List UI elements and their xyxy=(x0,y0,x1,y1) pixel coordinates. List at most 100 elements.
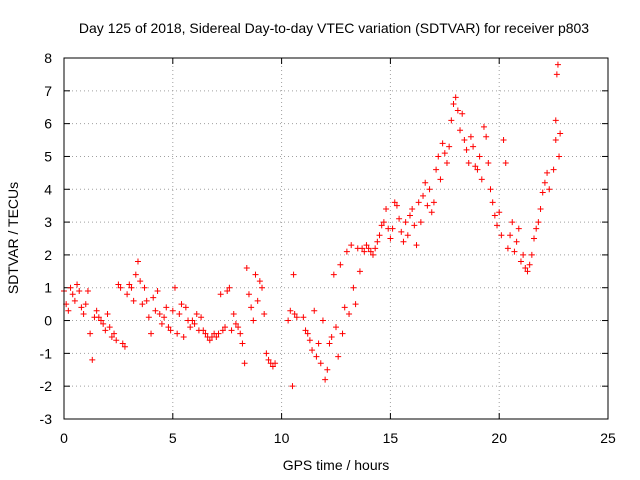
data-point xyxy=(65,307,72,314)
data-point xyxy=(333,324,339,331)
data-point xyxy=(111,330,118,337)
data-point xyxy=(541,179,548,186)
data-point xyxy=(341,304,348,311)
data-point xyxy=(200,327,207,334)
data-point xyxy=(128,284,135,291)
data-point xyxy=(339,330,346,337)
data-point xyxy=(89,356,96,363)
data-point xyxy=(287,307,294,314)
data-point xyxy=(202,330,209,337)
data-point xyxy=(167,327,174,334)
data-point xyxy=(424,202,431,209)
data-point xyxy=(71,297,78,304)
data-point xyxy=(319,317,326,324)
data-point xyxy=(69,291,76,298)
data-point xyxy=(465,160,472,167)
data-point xyxy=(526,261,533,268)
y-tick-label: 1 xyxy=(44,280,52,296)
data-point xyxy=(163,304,170,311)
data-point xyxy=(367,248,374,255)
data-point xyxy=(522,265,529,272)
data-point xyxy=(350,284,357,291)
data-point xyxy=(269,363,276,370)
x-tick-label: 0 xyxy=(60,430,68,446)
data-point xyxy=(372,245,379,252)
data-point xyxy=(119,340,126,347)
data-point xyxy=(504,245,511,252)
data-point xyxy=(169,307,176,314)
data-point xyxy=(478,176,485,183)
data-point xyxy=(108,333,115,340)
data-point xyxy=(115,281,122,288)
data-point xyxy=(411,222,418,229)
data-point xyxy=(182,304,189,311)
data-point xyxy=(378,222,385,229)
data-point xyxy=(463,146,470,153)
data-point xyxy=(228,327,235,334)
data-point xyxy=(398,228,405,235)
y-tick-label: 7 xyxy=(44,83,52,99)
data-point xyxy=(491,212,498,219)
y-axis-label: SDTVAR / TECUs xyxy=(5,182,21,294)
data-point xyxy=(387,235,394,242)
data-point xyxy=(363,242,370,249)
data-point xyxy=(302,327,309,334)
data-point xyxy=(100,320,107,327)
data-point xyxy=(239,340,246,347)
data-point xyxy=(383,205,390,212)
data-point xyxy=(161,314,168,321)
data-point xyxy=(553,71,560,78)
data-point xyxy=(76,288,83,295)
data-point xyxy=(515,225,522,232)
data-point xyxy=(326,340,333,347)
grid xyxy=(64,58,608,419)
data-point xyxy=(552,137,559,144)
data-point xyxy=(448,117,455,124)
data-point xyxy=(356,268,363,275)
data-point xyxy=(137,278,144,285)
data-point xyxy=(539,189,546,196)
data-point xyxy=(537,205,544,212)
chart-title: Day 125 of 2018, Sidereal Day-to-day VTE… xyxy=(79,20,589,36)
data-point xyxy=(150,294,157,301)
data-point xyxy=(550,166,557,173)
data-point xyxy=(132,271,139,278)
y-tick-label: 8 xyxy=(44,50,52,66)
data-point xyxy=(389,225,396,232)
data-point xyxy=(428,209,435,216)
data-point xyxy=(496,209,503,216)
data-point xyxy=(256,278,263,285)
data-point xyxy=(343,248,350,255)
data-point xyxy=(290,271,297,278)
data-point xyxy=(141,284,148,291)
y-tick-label: 3 xyxy=(44,214,52,230)
data-point xyxy=(406,212,413,219)
data-point xyxy=(500,137,507,144)
data-point xyxy=(193,310,200,317)
data-points xyxy=(61,61,564,390)
data-point xyxy=(531,235,538,242)
x-tick-label: 25 xyxy=(600,430,616,446)
data-point xyxy=(304,330,311,337)
data-point xyxy=(487,186,494,193)
data-point xyxy=(485,160,492,167)
data-point xyxy=(409,205,416,212)
data-point xyxy=(259,284,266,291)
data-point xyxy=(365,245,372,252)
data-point xyxy=(361,248,368,255)
data-point xyxy=(180,333,187,340)
data-point xyxy=(393,202,400,209)
data-point xyxy=(222,324,229,331)
data-point xyxy=(511,248,518,255)
data-point xyxy=(461,137,468,144)
data-point xyxy=(289,383,296,390)
data-point xyxy=(472,163,479,170)
x-tick-label: 20 xyxy=(491,430,507,446)
data-point xyxy=(245,291,252,298)
data-point xyxy=(235,324,242,331)
data-point xyxy=(145,314,152,321)
y-tick-label: 5 xyxy=(44,148,52,164)
data-point xyxy=(263,350,270,357)
data-point xyxy=(391,199,398,206)
